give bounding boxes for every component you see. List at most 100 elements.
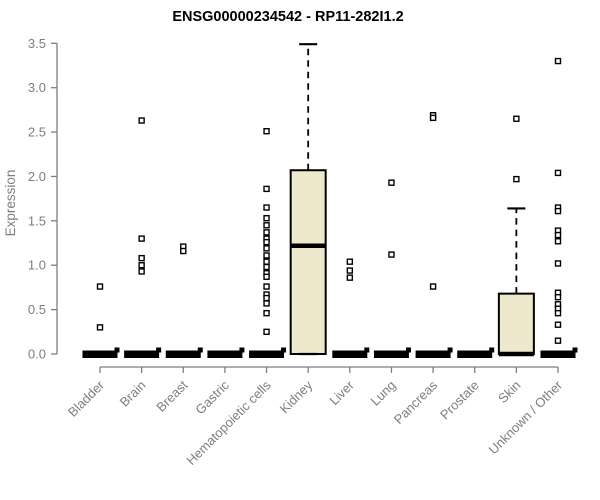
outlier-point — [513, 175, 520, 183]
x-axis-category-label: Liver — [326, 377, 357, 408]
box-breast — [165, 243, 203, 358]
y-axis-label: Expression — [3, 170, 18, 237]
outlier-point — [346, 267, 354, 274]
outlier-point — [263, 294, 270, 302]
chart-title: ENSG00000234542 - RP11-282I1.2 — [172, 9, 403, 25]
outlier-point — [263, 127, 270, 135]
box-bladder — [82, 283, 120, 358]
outlier-point — [96, 324, 104, 331]
box-kidney — [289, 43, 327, 356]
outlier-point — [429, 283, 437, 290]
x-axis-category-label: Prostate — [437, 378, 482, 423]
outlier-point — [346, 274, 354, 281]
outlier-point — [554, 207, 562, 215]
outlier-point — [138, 262, 145, 269]
box-gastric — [207, 347, 245, 358]
x-axis-category-label: Pancreas — [391, 377, 441, 427]
outlier-point — [263, 309, 270, 317]
outlier-point — [429, 114, 437, 122]
y-axis-tick-label: 1.0 — [28, 258, 46, 273]
outlier-point — [263, 252, 270, 259]
outlier-point — [263, 238, 270, 246]
box-pancreas — [415, 112, 453, 358]
y-axis-tick-label: 2.5 — [28, 125, 46, 140]
zero-bar-nub — [489, 347, 495, 353]
zero-bar — [457, 350, 493, 358]
outlier-point — [263, 185, 270, 193]
box-liver — [332, 258, 370, 358]
outlier-point — [263, 222, 270, 229]
zero-bar-nub — [572, 347, 578, 353]
y-axis: 0.0 0.5 1.0 1.5 2.0 2.5 3.0 3.5 — [28, 36, 58, 362]
zero-bar-nub — [114, 347, 120, 353]
zero-bar-nub — [239, 347, 245, 353]
outlier-point — [138, 254, 145, 262]
outlier-point — [554, 309, 562, 317]
x-axis-category-label: Unknown / Other — [486, 377, 566, 457]
outlier-point — [263, 328, 270, 336]
x-axis-category-label: Breast — [153, 377, 190, 414]
box-skin — [497, 115, 535, 357]
box-brain — [124, 117, 162, 358]
box-hematopoietic-cells — [249, 127, 287, 358]
x-axis-category-label: Brain — [117, 378, 149, 410]
outlier-point — [180, 247, 187, 255]
box-rect — [289, 169, 327, 355]
box-prostate — [457, 347, 495, 358]
x-axis-category-label: Skin — [495, 378, 523, 406]
outlier-point — [138, 235, 145, 242]
zero-bar — [165, 350, 201, 358]
box-lung — [373, 179, 411, 358]
outlier-point — [263, 204, 270, 211]
outlier-point — [554, 321, 562, 328]
zero-bar — [540, 350, 576, 358]
x-axis-category-label: Bladder — [65, 377, 108, 420]
zero-bar-nub — [405, 347, 411, 353]
y-axis-tick-label: 0.5 — [28, 302, 46, 317]
outlier-point — [263, 214, 270, 222]
outlier-point — [554, 337, 562, 344]
outlier-point — [138, 268, 145, 275]
outlier-point — [346, 258, 354, 265]
y-axis-tick-label: 0.0 — [28, 347, 46, 362]
outlier-point — [263, 229, 270, 236]
outlier-point — [554, 293, 562, 301]
zero-bar-nub — [156, 347, 162, 353]
box-unknown-other — [540, 57, 578, 358]
x-axis-category-label: Kidney — [277, 377, 316, 416]
zero-bar-nub — [447, 347, 453, 353]
outlier-point — [263, 245, 270, 252]
zero-bar — [207, 350, 243, 358]
outlier-point — [554, 169, 562, 177]
outlier-point — [554, 231, 562, 239]
y-axis-tick-label: 3.5 — [28, 36, 46, 51]
zero-bar — [373, 350, 409, 358]
zero-bar-nub — [281, 347, 287, 353]
zero-bar — [124, 350, 160, 358]
outlier-point — [263, 283, 270, 290]
plot-area — [82, 43, 578, 358]
outlier-point — [96, 283, 104, 290]
outlier-point — [554, 260, 562, 267]
outlier-point — [263, 263, 270, 271]
zero-bar — [332, 350, 368, 358]
zero-bar — [249, 350, 285, 358]
outlier-point — [388, 179, 395, 186]
y-axis-tick-label: 1.5 — [28, 213, 46, 228]
zero-bar — [415, 350, 451, 358]
zero-bar — [82, 350, 118, 358]
outlier-point — [263, 258, 270, 265]
outlier-point — [263, 300, 270, 307]
outlier-point — [554, 57, 562, 65]
outlier-point — [554, 238, 562, 245]
box-rect — [497, 292, 535, 356]
x-axis-category-label: Lung — [368, 378, 399, 409]
x-axis-category-label: Gastric — [192, 377, 232, 417]
zero-bar-nub — [364, 347, 370, 353]
outlier-point — [263, 273, 270, 280]
y-axis-tick-label: 2.0 — [28, 169, 46, 184]
outlier-point — [513, 115, 520, 122]
